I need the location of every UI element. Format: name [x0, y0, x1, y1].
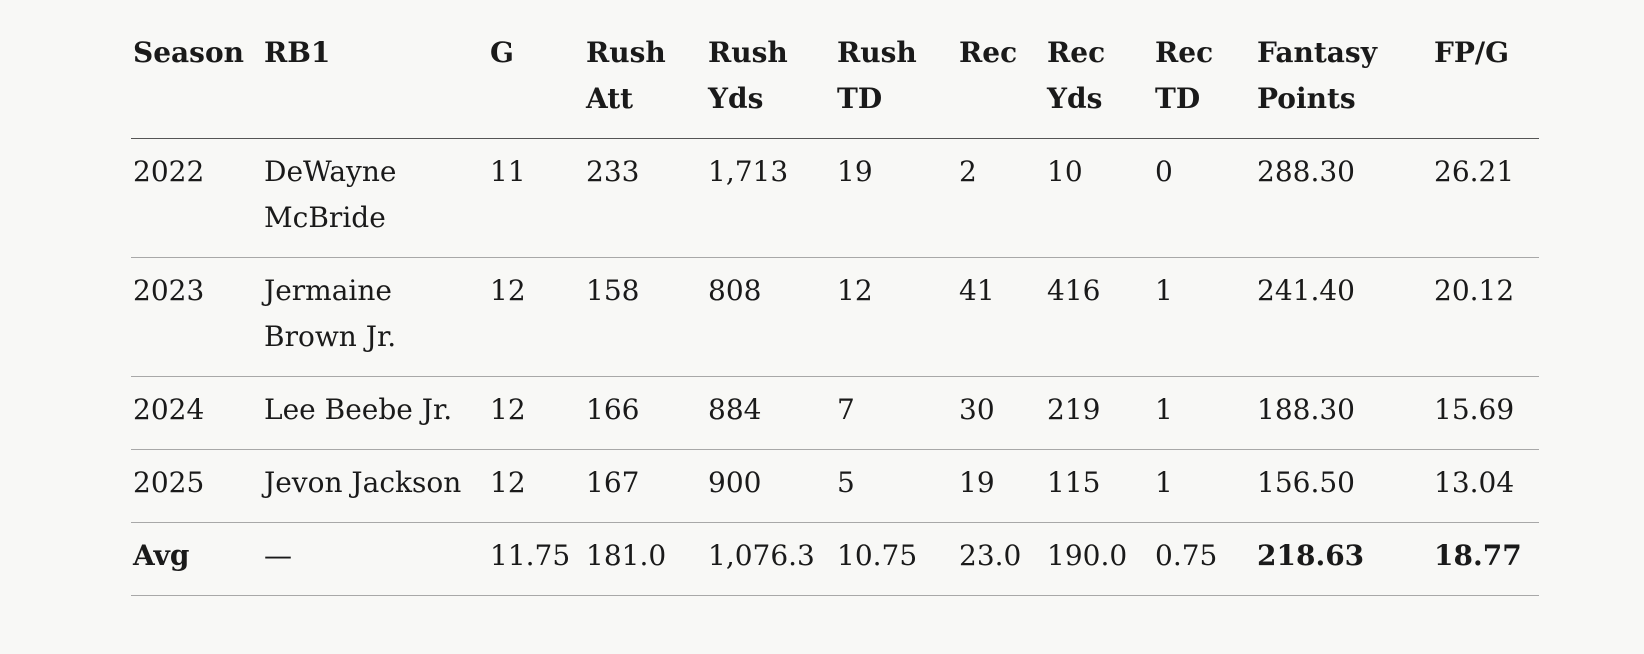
- cell-rush-td: 19: [835, 138, 957, 258]
- cell-games: 12: [488, 376, 584, 450]
- column-header-rb1: RB1: [262, 0, 488, 139]
- cell-fantasy-points: 288.30: [1255, 138, 1432, 258]
- table-row: 2024 Lee Beebe Jr. 12 166 884 7 30 219 1…: [131, 376, 1539, 450]
- avg-rush-att: 181.0: [584, 522, 706, 596]
- avg-games: 11.75: [488, 522, 584, 596]
- cell-player: Jevon Jackson: [262, 449, 488, 523]
- cell-rec: 30: [957, 376, 1045, 450]
- column-header-rush-td: Rush TD: [835, 0, 957, 139]
- cell-rush-yds: 900: [706, 449, 835, 523]
- cell-rush-td: 5: [835, 449, 957, 523]
- avg-rush-td: 10.75: [835, 522, 957, 596]
- rb1-stats-table: Season RB1 G Rush Att Rush Yds Rush TD R…: [131, 0, 1539, 596]
- cell-fantasy-points: 188.30: [1255, 376, 1432, 450]
- cell-rush-yds: 884: [706, 376, 835, 450]
- cell-fp-per-game: 20.12: [1432, 257, 1539, 377]
- cell-fp-per-game: 15.69: [1432, 376, 1539, 450]
- cell-rec-td: 1: [1153, 257, 1255, 377]
- cell-fp-per-game: 26.21: [1432, 138, 1539, 258]
- column-header-rec-yds: Rec Yds: [1045, 0, 1153, 139]
- column-header-rush-yds: Rush Yds: [706, 0, 835, 139]
- column-header-rush-att: Rush Att: [584, 0, 706, 139]
- avg-player-dash: —: [262, 522, 488, 596]
- column-header-season: Season: [131, 0, 262, 139]
- cell-rec: 2: [957, 138, 1045, 258]
- table-row: 2023 Jermaine Brown Jr. 12 158 808 12 41…: [131, 257, 1539, 377]
- cell-season: 2025: [131, 449, 262, 523]
- cell-rush-att: 233: [584, 138, 706, 258]
- avg-label: Avg: [131, 522, 262, 596]
- cell-fantasy-points: 156.50: [1255, 449, 1432, 523]
- cell-games: 12: [488, 449, 584, 523]
- avg-rec-yds: 190.0: [1045, 522, 1153, 596]
- cell-player: DeWayne McBride: [262, 138, 488, 258]
- cell-rec-yds: 115: [1045, 449, 1153, 523]
- cell-fp-per-game: 13.04: [1432, 449, 1539, 523]
- cell-rush-td: 7: [835, 376, 957, 450]
- cell-rush-yds: 808: [706, 257, 835, 377]
- cell-rec-yds: 416: [1045, 257, 1153, 377]
- cell-rec: 19: [957, 449, 1045, 523]
- avg-fantasy-points: 218.63: [1255, 522, 1432, 596]
- cell-games: 12: [488, 257, 584, 377]
- column-header-rec: Rec: [957, 0, 1045, 139]
- cell-season: 2022: [131, 138, 262, 258]
- cell-rush-td: 12: [835, 257, 957, 377]
- cell-season: 2023: [131, 257, 262, 377]
- stats-table-container: Season RB1 G Rush Att Rush Yds Rush TD R…: [131, 0, 1539, 596]
- avg-rec: 23.0: [957, 522, 1045, 596]
- column-header-games: G: [488, 0, 584, 139]
- header-row: Season RB1 G Rush Att Rush Yds Rush TD R…: [131, 0, 1539, 139]
- cell-season: 2024: [131, 376, 262, 450]
- avg-fp-per-game: 18.77: [1432, 522, 1539, 596]
- cell-rec-td: 1: [1153, 376, 1255, 450]
- average-row: Avg — 11.75 181.0 1,076.3 10.75 23.0 190…: [131, 522, 1539, 596]
- cell-rush-att: 158: [584, 257, 706, 377]
- cell-rec: 41: [957, 257, 1045, 377]
- table-row: 2022 DeWayne McBride 11 233 1,713 19 2 1…: [131, 138, 1539, 258]
- cell-player: Lee Beebe Jr.: [262, 376, 488, 450]
- column-header-fp-per-game: FP/G: [1432, 0, 1539, 139]
- cell-player: Jermaine Brown Jr.: [262, 257, 488, 377]
- avg-rec-td: 0.75: [1153, 522, 1255, 596]
- table-row: 2025 Jevon Jackson 12 167 900 5 19 115 1…: [131, 449, 1539, 523]
- column-header-fantasy-points: Fantasy Points: [1255, 0, 1432, 139]
- cell-rec-td: 0: [1153, 138, 1255, 258]
- cell-rec-yds: 219: [1045, 376, 1153, 450]
- column-header-rec-td: Rec TD: [1153, 0, 1255, 139]
- cell-fantasy-points: 241.40: [1255, 257, 1432, 377]
- cell-games: 11: [488, 138, 584, 258]
- cell-rec-yds: 10: [1045, 138, 1153, 258]
- cell-rush-att: 167: [584, 449, 706, 523]
- cell-rush-yds: 1,713: [706, 138, 835, 258]
- avg-rush-yds: 1,076.3: [706, 522, 835, 596]
- cell-rec-td: 1: [1153, 449, 1255, 523]
- cell-rush-att: 166: [584, 376, 706, 450]
